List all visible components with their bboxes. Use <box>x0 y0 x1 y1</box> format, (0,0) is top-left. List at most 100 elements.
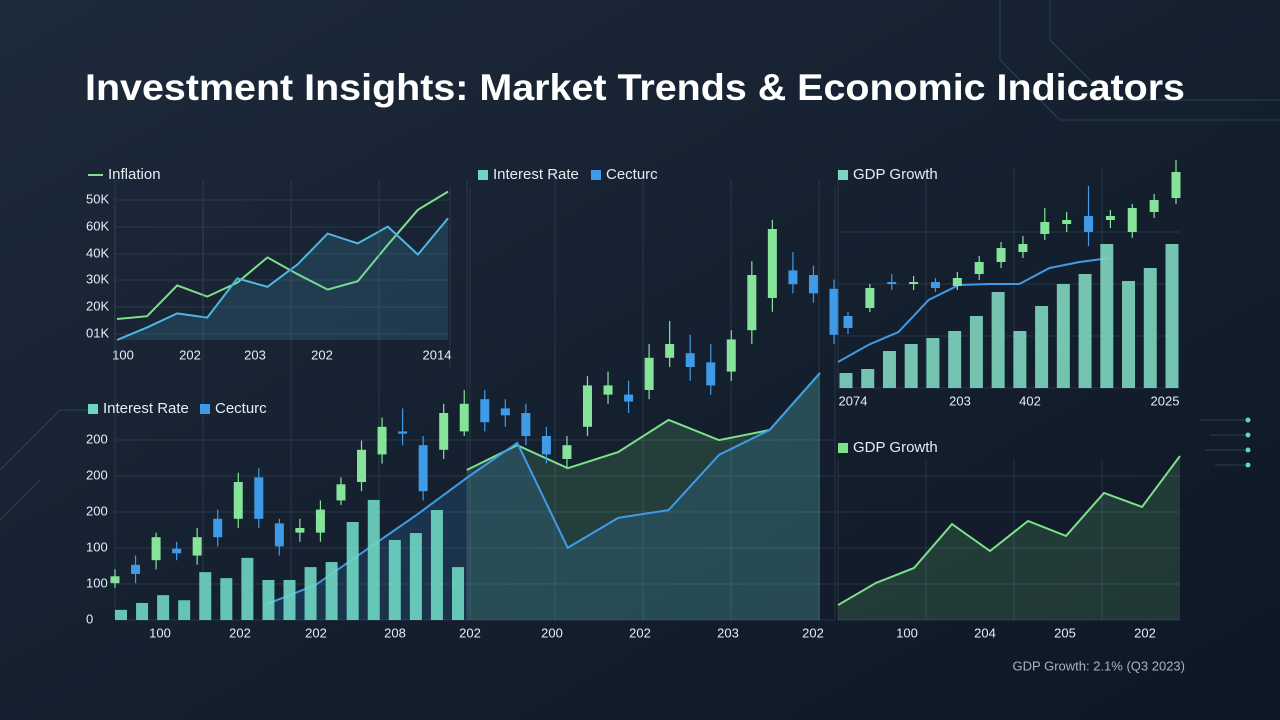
legend-label: GDP Growth <box>853 439 938 456</box>
y-tick-label: 200 <box>86 467 108 482</box>
candle-body <box>418 445 428 492</box>
candle-body <box>644 357 654 390</box>
candle-body <box>192 537 202 556</box>
x-tick-label: 202 <box>305 625 327 640</box>
y-tick-label: 01K <box>86 325 109 340</box>
bar <box>220 578 233 620</box>
legend-label: Interest Rate <box>103 400 189 417</box>
x-tick-label: 203 <box>244 347 266 362</box>
x-tick-label: 402 <box>1019 393 1041 408</box>
bar <box>452 567 464 620</box>
x-tick-label: 203 <box>717 625 739 640</box>
bar <box>325 562 338 620</box>
bar <box>115 609 127 620</box>
candle-body <box>843 316 853 328</box>
candle-body <box>829 288 839 335</box>
candle-body <box>274 523 284 547</box>
bar <box>1078 274 1092 388</box>
legend-swatch <box>200 404 210 414</box>
bar <box>262 579 275 620</box>
candle-body <box>336 484 346 501</box>
candle-body <box>726 339 736 372</box>
area <box>117 218 448 340</box>
candle-body <box>480 399 490 423</box>
bar <box>991 292 1005 388</box>
x-tick-label: 203 <box>949 393 971 408</box>
circuit-decoration <box>0 0 1280 521</box>
y-tick-label: 50K <box>86 191 109 206</box>
x-tick-label: 100 <box>112 347 134 362</box>
bar <box>1100 244 1114 388</box>
x-tick-label: 2014 <box>423 347 452 362</box>
legend-label: GDP Growth <box>853 166 938 183</box>
x-tick-label: 202 <box>229 625 251 640</box>
candle-body <box>974 262 984 274</box>
candle-body <box>131 564 141 574</box>
y-tick-label: 30K <box>86 271 109 286</box>
area <box>466 372 820 620</box>
bar <box>948 331 962 388</box>
legend-swatch <box>88 404 98 414</box>
candle-body <box>996 248 1006 262</box>
bar <box>882 351 896 388</box>
candle-body <box>788 270 798 285</box>
candle-body <box>254 477 264 519</box>
bar <box>241 557 254 620</box>
y-tick-label: 40K <box>86 245 109 260</box>
candle-body <box>521 413 531 436</box>
bar <box>409 533 422 620</box>
candle-body <box>865 288 875 308</box>
candle-body <box>930 282 940 288</box>
x-tick-label: 205 <box>1054 625 1076 640</box>
legend-swatch <box>838 170 848 180</box>
line <box>466 372 821 471</box>
candle-body <box>952 278 962 286</box>
candle-body <box>439 413 449 450</box>
candle-body <box>1062 220 1072 224</box>
line <box>837 257 1111 363</box>
x-tick-label: 200 <box>541 625 563 640</box>
candle-body <box>151 537 161 561</box>
bar <box>969 316 983 388</box>
x-tick-label: 208 <box>384 625 406 640</box>
bar <box>839 373 853 388</box>
candle-body <box>1040 222 1050 234</box>
bar <box>304 567 317 620</box>
x-tick-label: 202 <box>802 625 824 640</box>
candle-body <box>1018 244 1028 252</box>
bar <box>926 338 940 388</box>
candle-body <box>295 528 305 533</box>
bar <box>861 369 875 388</box>
candle-body <box>808 275 818 294</box>
candle-body <box>233 482 243 519</box>
line <box>116 217 449 341</box>
bar <box>430 510 443 620</box>
x-tick-label: 100 <box>896 625 918 640</box>
y-tick-label: 200 <box>86 431 108 446</box>
candle-body <box>624 394 634 402</box>
y-tick-label: 20K <box>86 298 109 313</box>
candle-body <box>459 403 469 432</box>
legend-label: Interest Rate <box>493 166 579 183</box>
legend-label: Cecturc <box>606 166 658 183</box>
y-tick-label: 60K <box>86 218 109 233</box>
title: Investment Insights: Market Trends & Eco… <box>85 67 1185 108</box>
candle-body <box>541 436 551 455</box>
line <box>837 455 1181 606</box>
y-tick-label: 200 <box>86 503 108 518</box>
bar <box>388 539 401 620</box>
x-tick-label: 202 <box>179 347 201 362</box>
x-tick-label: 202 <box>311 347 333 362</box>
legend-label: Cecturc <box>215 400 267 417</box>
y-tick-label: 0 <box>86 611 93 626</box>
candle-body <box>747 275 757 331</box>
bar <box>283 579 296 620</box>
bar <box>346 522 359 620</box>
candle-body <box>909 282 919 284</box>
candle-body <box>357 449 367 482</box>
area <box>838 456 1180 620</box>
x-tick-label: 2025 <box>1151 393 1180 408</box>
legend-label: Inflation <box>108 166 161 183</box>
candle-body <box>706 362 716 386</box>
